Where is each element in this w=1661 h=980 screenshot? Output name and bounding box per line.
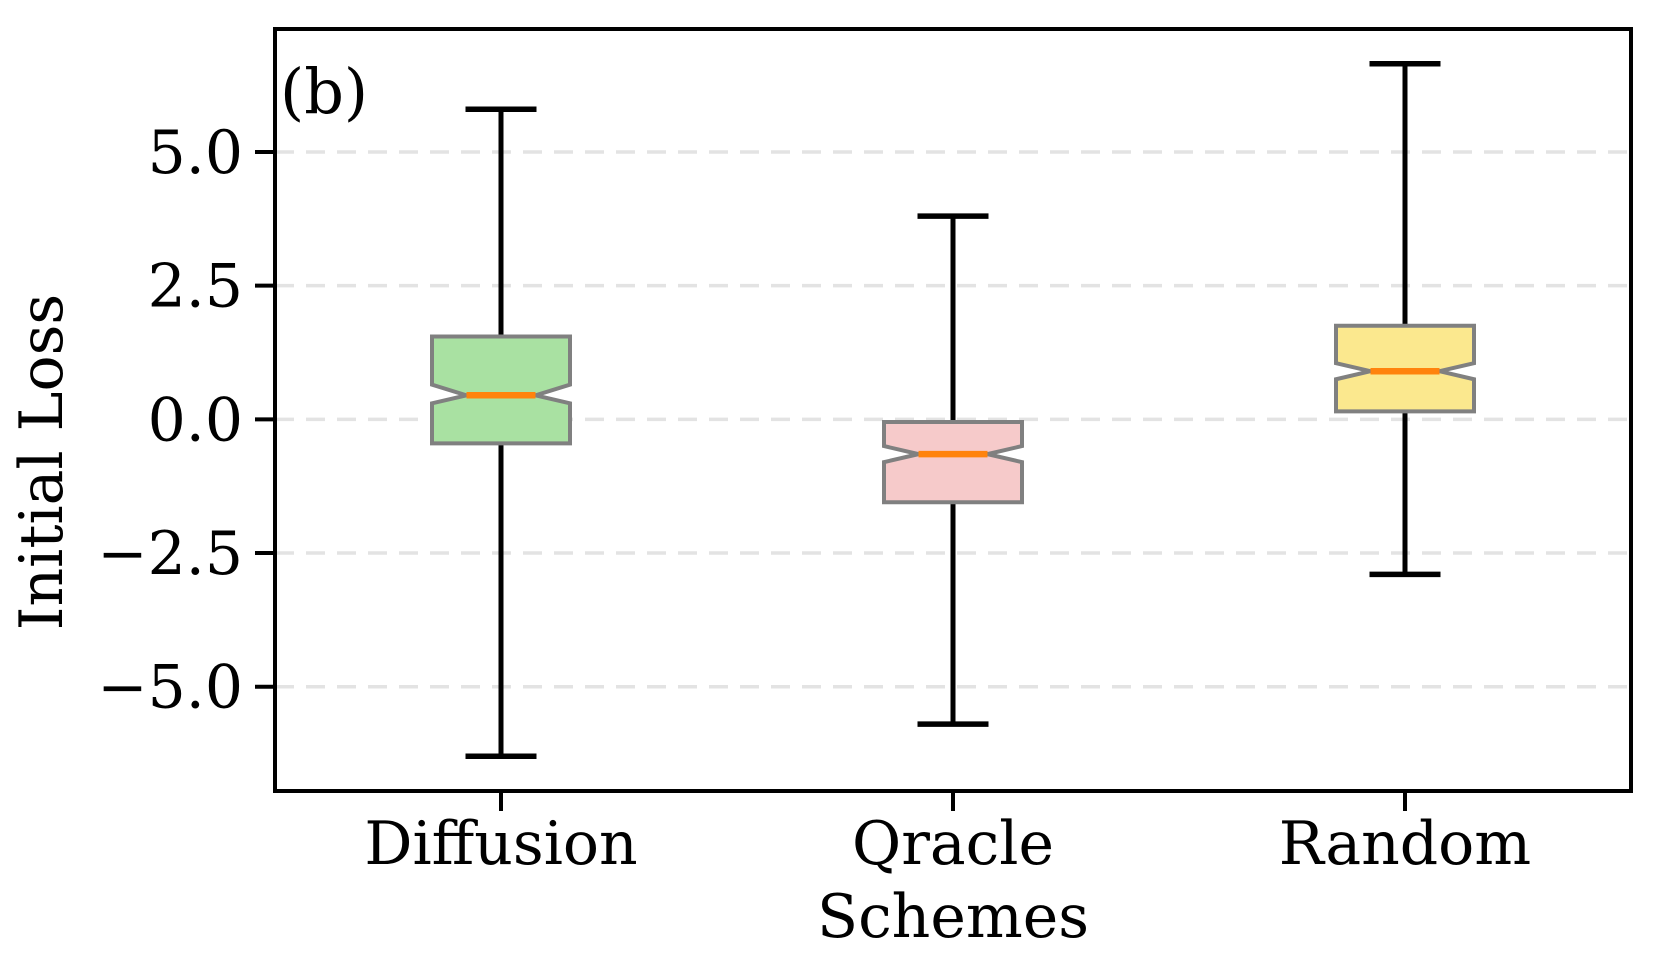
box-qracle [882,213,1024,727]
box-random [1334,61,1476,578]
x-tick-label-qracle: Qracle [852,809,1054,879]
y-tick-labels: 5.0 2.5 0.0 −2.5 −5.0 [97,118,243,723]
y-tick-label: 5.0 [148,118,243,188]
box-diffusion [430,106,572,759]
notched-box [430,334,572,446]
y-tick-label: −2.5 [97,519,243,589]
x-tick-label-diffusion: Diffusion [364,809,637,879]
y-axis-label: Initial Loss [7,294,77,630]
y-tick-label: 0.0 [148,385,243,455]
panel-label: (b) [280,55,368,128]
notched-box [882,420,1024,505]
tick-marks [255,149,1407,811]
y-tick-label: 2.5 [148,252,243,322]
y-tick-label: −5.0 [97,653,243,723]
x-tick-label-random: Random [1279,809,1531,879]
x-axis-label: Schemes [817,882,1089,952]
x-tick-labels: Diffusion Qracle Random [364,809,1531,879]
box-glyphs [430,61,1476,759]
